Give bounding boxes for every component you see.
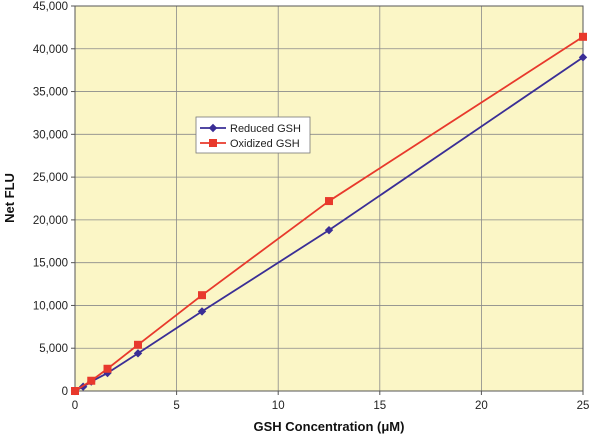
legend-marker-reduced [208,123,218,133]
data-point-square [325,197,333,206]
legend-label-reduced: Reduced GSH [230,123,301,135]
legend-marker-shape [208,123,218,133]
data-point-square [87,376,96,385]
series-oxidized [71,32,587,395]
data-point-square [103,364,112,373]
x-axis-title: GSH Concentration (μM) [254,419,405,434]
y-tick-label: 10,000 [33,300,68,312]
data-point-diamond [133,349,143,358]
data-point-diamond [578,53,588,62]
series-layer [70,32,588,396]
data-point-diamond [197,307,207,316]
x-tick-label: 25 [577,400,590,412]
data-point-diamond [324,225,334,235]
y-tick-label: 35,000 [33,87,68,99]
x-tick-label: 20 [475,400,488,412]
y-axis-ticks: 0 5,000 10,000 15,000 20,000 25,000 30,000 35,0… [33,1,75,398]
x-tick-label: 15 [373,400,386,412]
plot-border [74,5,584,392]
x-axis-ticks: 0 5 10 15 20 25 [72,391,590,412]
y-tick-label: 45,000 [33,1,68,13]
y-tick-label: 5,000 [39,343,68,355]
y-axis-title: Net FLU [2,173,17,223]
data-point-square [198,291,206,300]
x-tick-label: 5 [173,400,179,412]
data-point-square [133,340,142,349]
x-tick-label: 10 [272,400,285,412]
gridlines [75,6,583,391]
y-tick-label: 15,000 [33,258,68,270]
x-tick-label: 0 [72,400,78,412]
data-point-square [579,32,587,41]
y-tick-label: 0 [62,386,68,398]
y-tick-label: 25,000 [33,172,68,184]
data-point-square [71,387,79,395]
y-tick-label: 40,000 [33,44,68,56]
legend: Reduced GSH Oxidized GSH [195,116,311,154]
legend-marker-shape [209,139,217,147]
y-tick-label: 20,000 [33,215,68,227]
legend-label-oxidized: Oxidized GSH [230,138,300,150]
legend-marker-oxidized [209,139,217,147]
y-tick-label: 30,000 [33,129,68,141]
